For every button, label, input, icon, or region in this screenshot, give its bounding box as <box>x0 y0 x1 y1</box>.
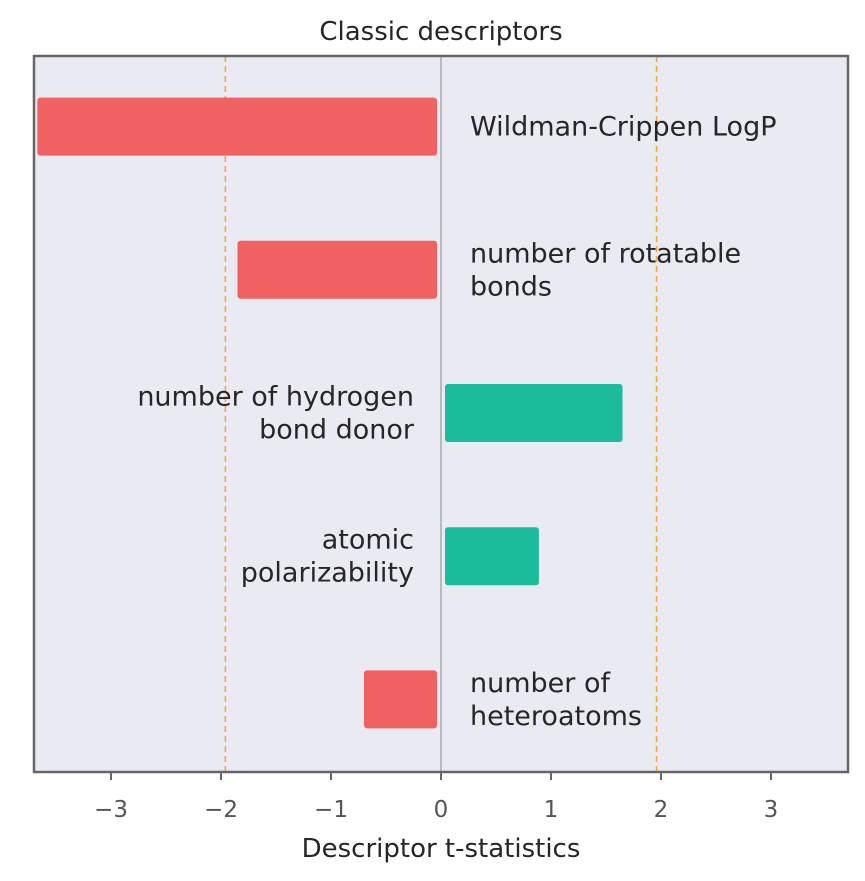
bar-label-line: heteroatoms <box>470 701 642 732</box>
bar <box>37 97 438 156</box>
x-axis: −3 −2 −1 0 1 2 3 <box>94 772 778 823</box>
x-axis-label: Descriptor t-statistics <box>302 834 581 864</box>
bar <box>445 384 623 442</box>
x-tick-label: −2 <box>204 797 238 823</box>
bar-label-line: number of rotatable <box>470 238 741 269</box>
x-tick-label: 0 <box>434 797 449 823</box>
x-tick-label: 2 <box>654 797 669 823</box>
chart-title: Classic descriptors <box>319 17 562 47</box>
bar-label-line: number of hydrogen <box>137 382 414 413</box>
x-tick-label: 1 <box>544 797 559 823</box>
bar-label: Wildman-Crippen LogP <box>470 112 777 143</box>
bar-label: number of rotatable bonds <box>470 238 741 302</box>
bar-label-line: bond donor <box>259 415 415 446</box>
bar-label: number of heteroatoms <box>470 668 642 732</box>
bar-label-line: number of <box>470 668 611 699</box>
bar-label-line: polarizability <box>241 558 414 589</box>
bar-label: number of hydrogen bond donor <box>137 382 415 446</box>
bar <box>445 527 539 586</box>
bar-label: atomic polarizability <box>241 525 414 589</box>
bar-label-line: atomic <box>322 525 414 556</box>
bar <box>364 670 437 729</box>
bar <box>237 240 437 299</box>
x-tick-label: −3 <box>94 797 128 823</box>
bar-label-line: bonds <box>470 271 552 302</box>
x-tick-label: −1 <box>314 797 348 823</box>
bar-label-line: Wildman-Crippen LogP <box>470 112 777 143</box>
x-tick-label: 3 <box>764 797 779 823</box>
